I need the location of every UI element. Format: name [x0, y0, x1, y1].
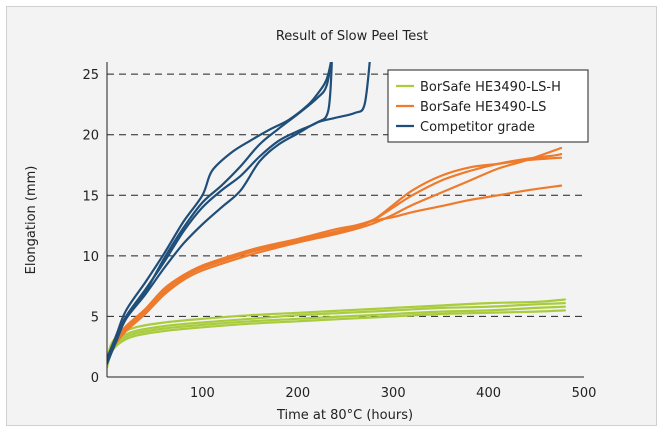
legend-label: BorSafe HE3490-LS-H — [420, 80, 561, 95]
legend-box — [387, 69, 589, 143]
y-tick-label: 20 — [82, 129, 99, 144]
axes — [106, 62, 584, 378]
y-tick-label: 5 — [91, 310, 99, 325]
chart-title: Result of Slow Peel Test — [276, 29, 428, 44]
x-tick-label: 500 — [572, 386, 597, 401]
y-axis-label: Elongation (mm) — [24, 166, 39, 275]
series-line-borsafe-he3490-ls-h-3 — [107, 305, 566, 366]
chart-frame: Result of Slow Peel Test 0 5 10 15 20 25 100 20… — [6, 6, 657, 426]
y-tick-label: 25 — [82, 68, 99, 83]
y-tick-label: 10 — [82, 250, 99, 265]
x-tick-label: 200 — [285, 386, 310, 401]
y-tick-label: 0 — [91, 371, 99, 386]
y-tick-label: 15 — [82, 189, 99, 204]
chart-svg: Result of Slow Peel Test 0 5 10 15 20 25 100 20… — [24, 29, 596, 423]
tick-labels: 0 5 10 15 20 25 100 200 300 400 500 — [82, 68, 596, 401]
x-tick-label: 300 — [381, 386, 406, 401]
series-line-borsafe-he3490-ls-4 — [107, 184, 563, 364]
series-line-competitor-grade-4 — [107, 62, 333, 364]
x-axis-label: Time at 80°C (hours) — [276, 408, 413, 423]
series-line-competitor-grade-1 — [107, 62, 333, 360]
x-tick-label: 400 — [476, 386, 501, 401]
series-line-borsafe-he3490-ls-h-4 — [107, 309, 566, 369]
legend-label: Competitor grade — [420, 120, 535, 135]
legend-label: BorSafe HE3490-LS — [420, 100, 546, 115]
legend: BorSafe HE3490-LS-H BorSafe HE3490-LS Comp… — [387, 69, 589, 143]
x-tick-label: 100 — [190, 386, 215, 401]
series-group — [107, 62, 566, 369]
